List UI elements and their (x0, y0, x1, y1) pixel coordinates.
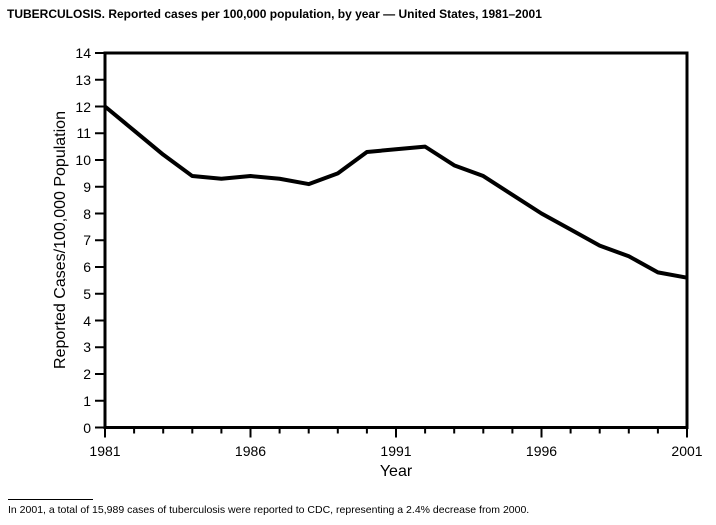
y-tick-label: 13 (75, 71, 91, 88)
plot-frame (103, 51, 689, 429)
chart-title: TUBERCULOSIS. Reported cases per 100,000… (7, 7, 542, 21)
y-tick-label: 14 (75, 45, 91, 61)
x-tick-label: 1986 (234, 443, 267, 459)
tb-rate-line (103, 104, 688, 280)
y-tick-label: 11 (76, 125, 91, 142)
y-tick-label: 2 (83, 366, 91, 382)
y-tick-label: 8 (83, 205, 91, 222)
y-tick-label: 1 (83, 392, 91, 409)
x-axis-tick-labels: 1981 1986 1991 1996 2001 (0, 443, 716, 461)
y-tick-label: 9 (83, 178, 91, 195)
x-tick-label: 2001 (671, 443, 703, 459)
y-tick-label: 4 (83, 312, 91, 329)
y-tick-label: 5 (83, 285, 91, 302)
x-tick-label: 1996 (525, 443, 558, 459)
y-tick-label: 10 (75, 152, 91, 168)
x-tick-label: 1981 (89, 443, 121, 459)
x-axis-title: Year (379, 463, 413, 480)
y-tick-label: 12 (75, 98, 91, 115)
y-tick-label: 7 (83, 232, 91, 249)
y-tick-label: 0 (83, 419, 91, 436)
footnote-rule (8, 499, 93, 500)
y-tick-label: 3 (83, 339, 91, 356)
y-tick-label: 6 (83, 259, 91, 275)
x-tick-label: 1991 (380, 443, 412, 459)
y-axis-tick-labels: 0 1 2 3 4 5 6 7 8 9 10 11 12 13 14 (55, 0, 91, 525)
footnote: In 2001, a total of 15,989 cases of tube… (8, 504, 530, 516)
